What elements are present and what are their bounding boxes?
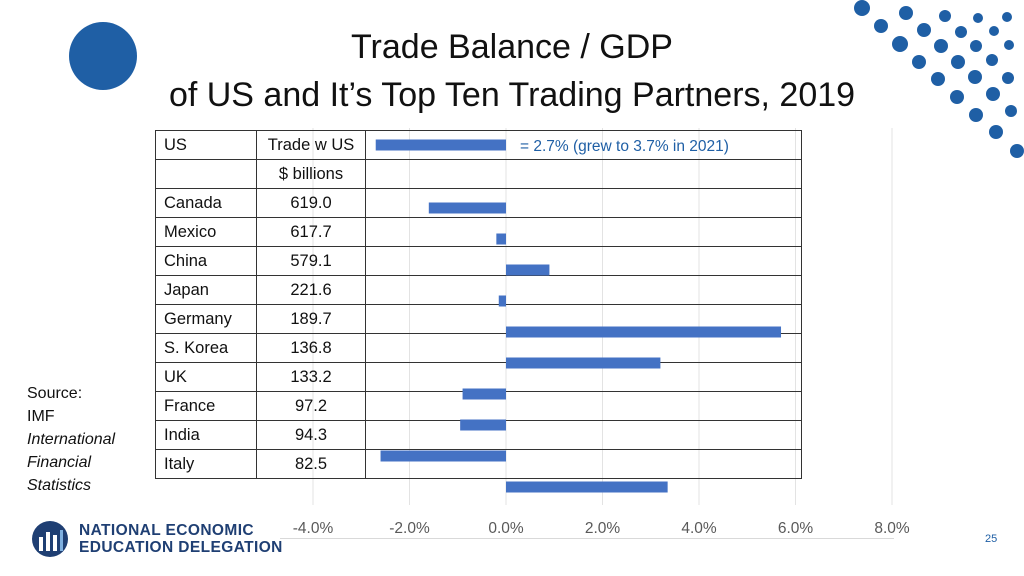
decorative-dot [989,26,999,36]
header-trade: Trade w US [256,130,366,160]
chart-bars [375,139,782,493]
x-tick-label: 0.0% [488,520,524,537]
row-trade: 221.6 [256,275,366,305]
decorative-dot [968,70,982,84]
row-trade: 136.8 [256,333,366,363]
organization-logo-text: NATIONAL ECONOMIC EDUCATION DELEGATION [79,522,283,556]
decorative-dot [892,36,908,52]
x-tick-label: -4.0% [293,520,334,537]
chart-cell [365,246,802,276]
bar-s-korea [506,357,661,369]
trade-table: US Trade w US $ billions Canada 619.0 Mex… [155,130,802,479]
table-row: France 97.2 [155,391,802,421]
row-country: Mexico [155,217,257,247]
row-trade: 579.1 [256,246,366,276]
chart-cell [365,217,802,247]
decorative-dot [874,19,888,33]
row-country: Germany [155,304,257,334]
decorative-circle [69,22,137,90]
bar-germany [506,326,782,338]
decorative-dot [955,26,967,38]
source-title-2: Financial [27,454,92,471]
row-country: India [155,420,257,450]
decorative-dot [1004,40,1014,50]
table-row: Italy 82.5 [155,449,802,479]
source-org: IMF [27,408,55,425]
row-trade: 97.2 [256,391,366,421]
decorative-dot [899,6,913,20]
decorative-dot [986,87,1000,101]
decorative-dot [1002,72,1014,84]
bar-italy [506,481,668,493]
chart-title-line2: of US and It’s Top Ten Trading Partners,… [168,76,856,114]
logo-line2: EDUCATION DELEGATION [79,539,283,556]
x-tick-label: 6.0% [778,520,814,537]
decorative-dot [912,55,926,69]
bar-india [380,450,506,462]
decorative-dot [939,10,951,22]
row-country: France [155,391,257,421]
us-annotation: = 2.7% (grew to 3.7% in 2021) [520,138,729,155]
need-logo-icon [32,521,68,557]
decorative-dot [969,108,983,122]
bar-us [375,139,506,151]
decorative-dot [986,54,998,66]
decorative-dots [854,0,1024,158]
decorative-dot [973,13,983,23]
row-trade: 133.2 [256,362,366,392]
x-tick-label: -2.0% [389,520,430,537]
footer-divider [280,538,894,539]
chart-cell [365,275,802,305]
decorative-dot [989,125,1003,139]
chart-cell [365,391,802,421]
decorative-dot [1002,12,1012,22]
bar-china [506,264,550,276]
logo-line1: NATIONAL ECONOMIC [79,522,254,539]
decorative-dot [970,40,982,52]
bar-canada [428,202,506,214]
decorative-dot [931,72,945,86]
row-country: Italy [155,449,257,479]
page-number: 25 [985,533,998,545]
x-tick-label: 2.0% [585,520,621,537]
source-title-1: International [27,431,116,448]
row-country: China [155,246,257,276]
header-country: US [155,130,257,160]
source-label: Source: [27,385,83,402]
chart-cell [365,159,802,189]
bar-france [460,419,506,431]
x-tick-label: 8.0% [874,520,910,537]
decorative-dot [917,23,931,37]
table-row: Japan 221.6 [155,275,802,305]
table-row: Mexico 617.7 [155,217,802,247]
chart-title-line1: Trade Balance / GDP [351,28,673,66]
row-country: Canada [155,188,257,218]
decorative-dot [951,55,965,69]
decorative-dot [1010,144,1024,158]
subheader-trade: $ billions [256,159,366,189]
bar-japan [498,295,506,307]
source-title-3: Statistics [27,477,92,494]
table-row: India 94.3 [155,420,802,450]
table-row: China 579.1 [155,246,802,276]
chart-x-tick-labels: -4.0% -2.0% 0.0% 2.0% 4.0% 6.0% 8.0% [293,520,910,537]
chart-cell [365,420,802,450]
table-subheader-row: $ billions [155,159,802,189]
source-note: Source: IMF International Financial Stat… [27,382,115,497]
decorative-dot [934,39,948,53]
decorative-dot [854,0,870,16]
bar-uk [462,388,506,400]
x-tick-label: 4.0% [681,520,717,537]
bar-mexico [496,233,506,245]
decorative-dot [950,90,964,104]
decorative-dot [1005,105,1017,117]
